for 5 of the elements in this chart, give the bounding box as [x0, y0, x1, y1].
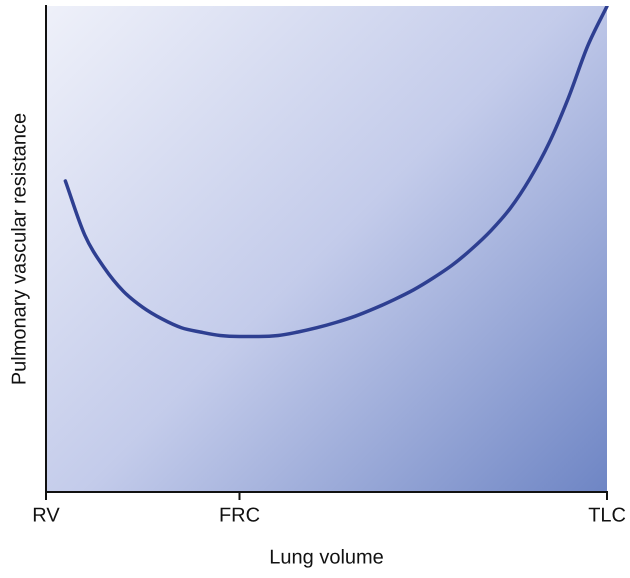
x-tick-label: FRC	[218, 504, 260, 527]
y-axis-title: Pulmonary vascular resistance	[8, 112, 31, 386]
x-axis-title: Lung volume	[269, 546, 384, 569]
x-tick-label: TLC	[588, 504, 626, 527]
x-tick-label: RV	[32, 504, 60, 527]
